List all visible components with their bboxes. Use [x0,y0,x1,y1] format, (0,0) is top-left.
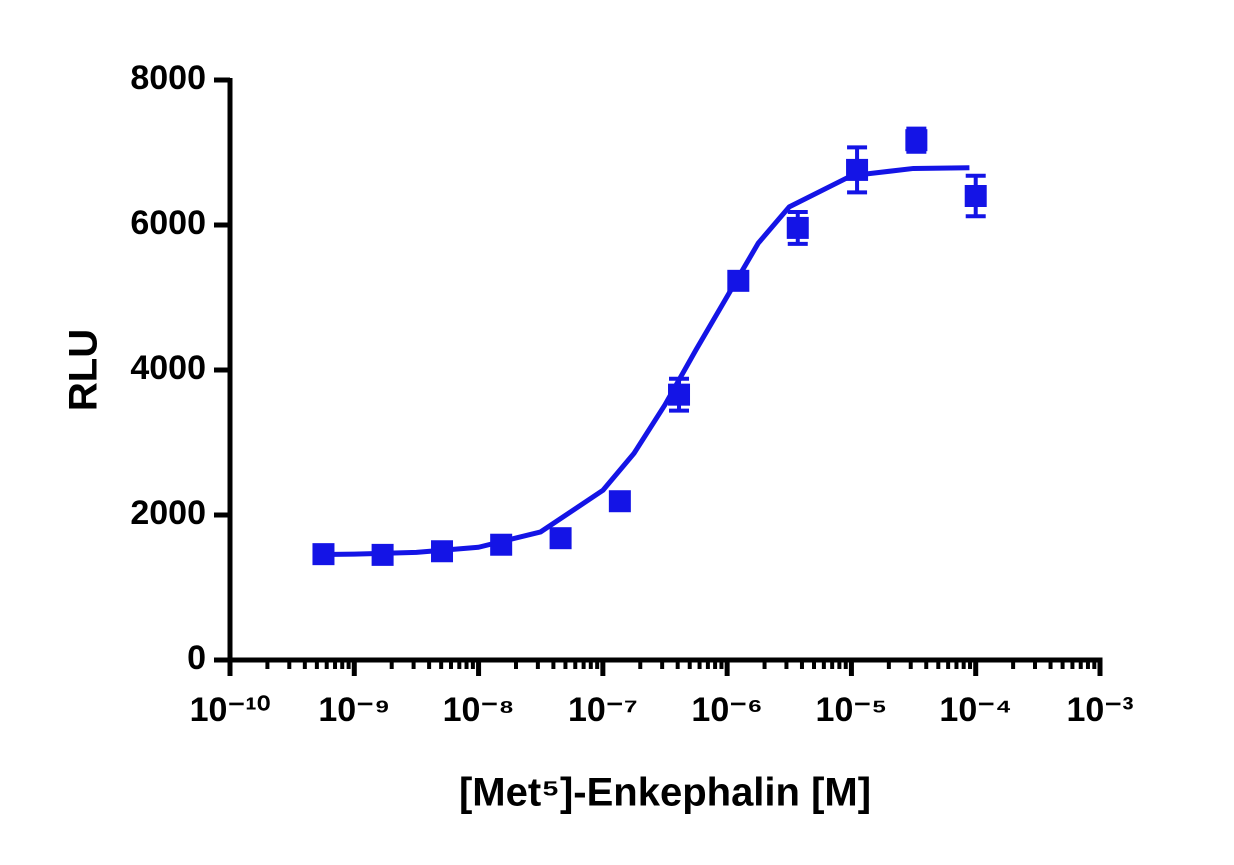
x-tick-label: 10⁻⁹ [318,691,390,729]
y-tick-label: 2000 [130,494,206,532]
data-point [964,185,987,207]
fit-curve [323,165,970,557]
y-tick-label: 0 [187,639,206,677]
data-point [608,490,631,513]
data-point [490,533,513,556]
x-tick-label: 10⁻³ [1066,691,1133,729]
x-axis-title: [Met⁵]-Enkephalin [M] [459,771,871,815]
data-point [668,383,691,406]
y-tick-label: 8000 [130,59,206,97]
x-tick-label: 10⁻⁴ [939,691,1012,729]
data-point [549,527,572,550]
data-point [786,216,809,239]
x-tick-label: 10⁻⁸ [443,691,515,729]
data-point [312,543,335,566]
data-point [905,129,928,152]
x-tick-label: 10⁻¹⁰ [190,691,271,729]
x-tick-label: 10⁻⁶ [691,691,762,729]
data-point [727,269,750,292]
x-tick-label: 10⁻⁵ [816,691,888,729]
y-axis-title: RLU [62,329,106,411]
data-point [431,540,454,563]
y-tick-label: 4000 [130,349,206,387]
data-point [371,543,394,566]
data-point [846,158,869,181]
x-tick-label: 10⁻⁷ [568,691,638,729]
y-tick-label: 6000 [130,204,206,242]
